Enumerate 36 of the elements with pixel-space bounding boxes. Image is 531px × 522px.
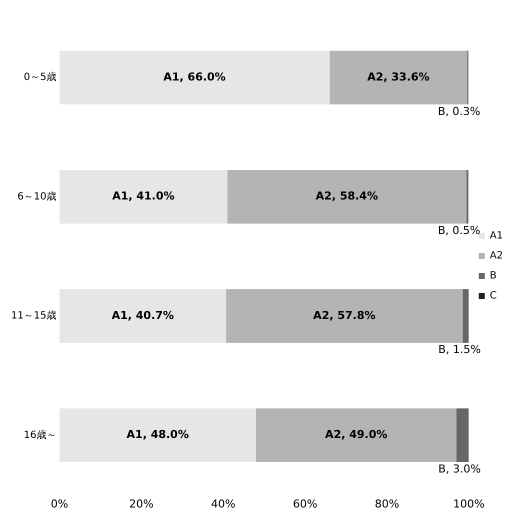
bar (256, 408, 457, 462)
bar (227, 170, 466, 224)
bar (59, 289, 226, 343)
bar (462, 289, 469, 343)
data-label: A1, 48.0% (126, 428, 189, 442)
data-label: B, 3.0% (438, 462, 481, 476)
legend-label: A2 (490, 250, 503, 262)
data-label: A1, 40.7% (112, 308, 174, 322)
bar (59, 408, 256, 462)
y-tick-label: 0～5歳 (24, 71, 56, 84)
y-tick-label: 16歳～ (24, 428, 56, 441)
y-tick-label: 6～10歳 (17, 190, 56, 202)
data-label: A2, 58.4% (316, 190, 378, 203)
data-label: A2, 49.0% (325, 428, 388, 442)
legend-label: B (490, 270, 497, 282)
bar (330, 50, 468, 104)
bar (59, 50, 330, 104)
data-label: B, 0.5% (438, 224, 480, 237)
x-tick-label: 100% (453, 497, 485, 510)
legend-label: A1 (490, 230, 503, 242)
x-tick-label: 60% (292, 497, 318, 510)
x-tick-label: 80% (374, 497, 400, 510)
y-tick-label: 11～15歳 (10, 310, 56, 322)
legend-label: C (490, 290, 497, 302)
data-label: A2, 57.8% (313, 308, 376, 322)
bar (59, 170, 228, 224)
data-label: A1, 66.0% (163, 70, 226, 84)
x-tick-label: 20% (129, 497, 154, 510)
x-tick-label: 0% (50, 497, 68, 510)
data-label: B, 0.3% (438, 104, 480, 118)
data-label: A2, 33.6% (367, 70, 430, 84)
bar (456, 408, 469, 462)
x-tick-label: 40% (210, 497, 236, 510)
bar (226, 289, 463, 343)
data-label: B, 1.5% (438, 343, 481, 356)
data-label: A1, 41.0% (112, 190, 175, 203)
